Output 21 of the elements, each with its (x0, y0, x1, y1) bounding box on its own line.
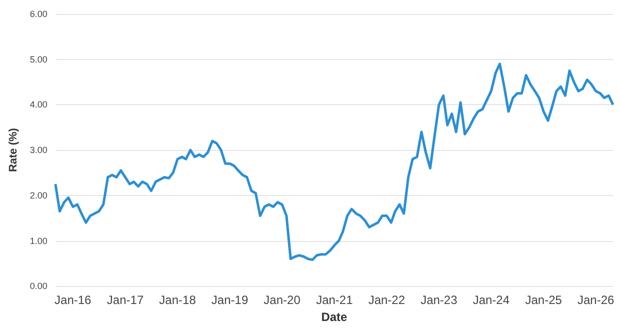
y-axis-title: Rate (%) (8, 128, 20, 172)
x-tick-label: Jan-20 (264, 293, 301, 308)
y-tick-label: 0.00 (30, 281, 48, 292)
x-tick-label: Jan-16 (54, 293, 92, 308)
y-tick-label: 4.00 (30, 100, 48, 110)
x-tick-label: Jan-26 (577, 293, 614, 308)
x-tick-label: Jan-21 (316, 293, 354, 308)
x-tick-label: Jan-18 (159, 293, 196, 308)
x-axis-title: Date (321, 310, 348, 324)
x-tick-label: Jan-22 (368, 293, 406, 308)
x-tick-label: Jan-25 (525, 293, 562, 308)
y-tick-label: 2.00 (30, 190, 48, 200)
y-tick-label: 1.00 (30, 236, 48, 246)
x-tick-label: Jan-17 (106, 293, 144, 308)
y-tick-label: 6.00 (30, 9, 48, 19)
x-tick-label: Jan-23 (420, 293, 458, 308)
y-tick-label: 3.00 (30, 145, 48, 156)
x-tick-label: Jan-24 (472, 293, 510, 308)
y-tick-label: 5.00 (30, 54, 48, 64)
x-tick-label: Jan-19 (211, 293, 248, 308)
line-series (54, 62, 614, 262)
